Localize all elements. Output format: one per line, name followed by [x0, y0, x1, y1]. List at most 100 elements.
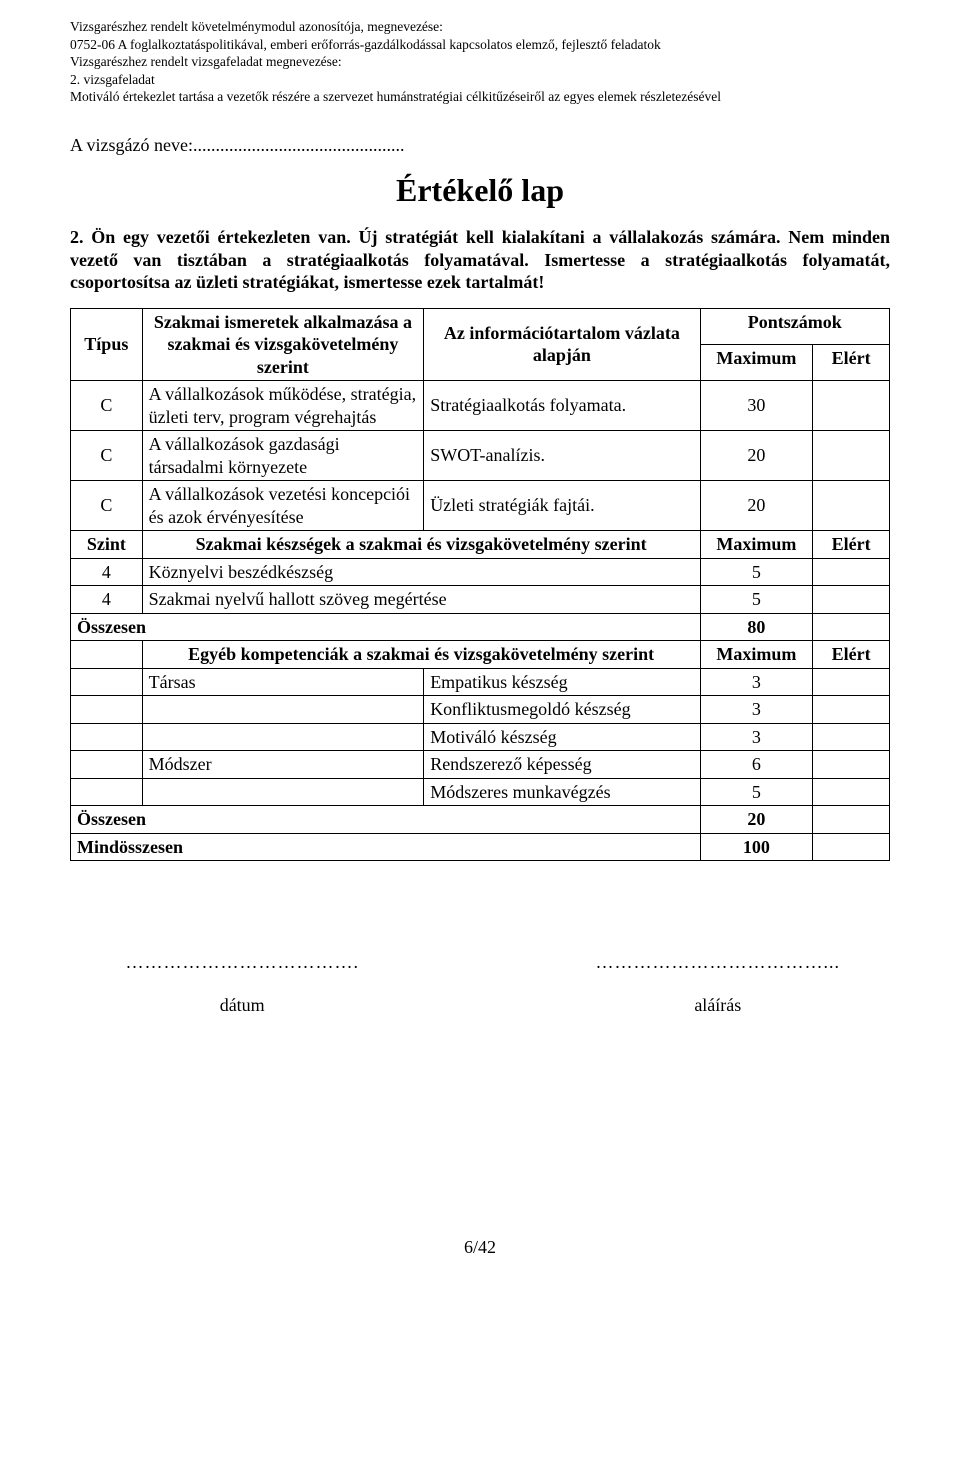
subtotal-label: Összesen: [71, 613, 701, 641]
th-egyeb-elert: Elért: [813, 641, 890, 669]
cell-score: [813, 696, 890, 724]
cell-score: [813, 481, 890, 531]
table-row: Konfliktusmegoldó készség 3: [71, 696, 890, 724]
page-number: 6/42: [70, 1236, 890, 1259]
cell-category: [142, 778, 424, 806]
cell-competence: Empatikus készség: [424, 668, 700, 696]
cell-score: [813, 833, 890, 861]
subtotal-value: 80: [700, 613, 813, 641]
cell-skill: Köznyelvi beszédkészség: [142, 558, 700, 586]
cell-score: [813, 558, 890, 586]
szint-head-row: Szint Szakmai készségek a szakmai és viz…: [71, 531, 890, 559]
cell-score: [813, 751, 890, 779]
task-description: 2. Ön egy vezetői értekezleten van. Új s…: [70, 226, 890, 294]
cell-category: [142, 696, 424, 724]
table-head-row-1: Típus Szakmai ismeretek alkalmazása a sz…: [71, 308, 890, 344]
cell-max: 5: [700, 586, 813, 614]
grandtotal-label: Mindösszesen: [71, 833, 701, 861]
table-row: 4 Köznyelvi beszédkészség 5: [71, 558, 890, 586]
table-row: Társas Empatikus készség 3: [71, 668, 890, 696]
subtotal-value: 20: [700, 806, 813, 834]
candidate-name-line: A vizsgázó neve:........................…: [70, 134, 890, 157]
table-row: C A vállalkozások működése, stratégia, ü…: [71, 381, 890, 431]
signature-row: ………………………………. dátum ………………………………... aláí…: [70, 951, 890, 1016]
cell-type: C: [71, 481, 143, 531]
cell-empty: [71, 778, 143, 806]
date-dots: ……………………………….: [70, 951, 414, 974]
cell-empty: [71, 668, 143, 696]
date-label: dátum: [70, 994, 414, 1017]
header-line-2: 0752-06 A foglalkoztatáspolitikával, emb…: [70, 36, 890, 54]
th-szakmai: Szakmai ismeretek alkalmazása a szakmai …: [142, 308, 424, 381]
th-szint-elert: Elért: [813, 531, 890, 559]
cell-knowledge: A vállalkozások gazdasági társadalmi kör…: [142, 431, 424, 481]
th-pontszamok: Pontszámok: [700, 308, 889, 344]
table-row: Módszer Rendszerező képesség 6: [71, 751, 890, 779]
th-info: Az információtartalom vázlata alapján: [424, 308, 700, 381]
module-header: Vizsgarészhez rendelt követelménymodul a…: [70, 18, 890, 106]
cell-category: Módszer: [142, 751, 424, 779]
date-column: ………………………………. dátum: [70, 951, 414, 1016]
th-maximum: Maximum: [700, 344, 813, 380]
header-line-1: Vizsgarészhez rendelt követelménymodul a…: [70, 18, 890, 36]
cell-szint: 4: [71, 558, 143, 586]
cell-knowledge: A vállalkozások vezetési koncepciói és a…: [142, 481, 424, 531]
th-szint-max: Maximum: [700, 531, 813, 559]
th-egyeb-max: Maximum: [700, 641, 813, 669]
cell-info: Üzleti stratégiák fajtái.: [424, 481, 700, 531]
cell-empty: [71, 696, 143, 724]
cell-max: 20: [700, 431, 813, 481]
cell-score: [813, 381, 890, 431]
cell-competence: Módszeres munkavégzés: [424, 778, 700, 806]
cell-empty: [71, 641, 143, 669]
table-row: Módszeres munkavégzés 5: [71, 778, 890, 806]
cell-type: C: [71, 431, 143, 481]
cell-max: 3: [700, 696, 813, 724]
subtotal-row: Összesen 80: [71, 613, 890, 641]
cell-score: [813, 431, 890, 481]
cell-empty: [71, 751, 143, 779]
cell-category: Társas: [142, 668, 424, 696]
header-line-3: Vizsgarészhez rendelt vizsgafeladat megn…: [70, 53, 890, 71]
signature-column: ………………………………... aláírás: [546, 951, 890, 1016]
cell-max: 5: [700, 778, 813, 806]
cell-score: [813, 723, 890, 751]
cell-score: [813, 586, 890, 614]
cell-max: 3: [700, 668, 813, 696]
cell-max: 6: [700, 751, 813, 779]
cell-info: SWOT-analízis.: [424, 431, 700, 481]
cell-max: 5: [700, 558, 813, 586]
cell-score: [813, 668, 890, 696]
grandtotal-row: Mindösszesen 100: [71, 833, 890, 861]
subtotal-row: Összesen 20: [71, 806, 890, 834]
table-row: Motiváló készség 3: [71, 723, 890, 751]
th-egyeb: Egyéb kompetenciák a szakmai és vizsgakö…: [142, 641, 700, 669]
page-title: Értékelő lap: [70, 170, 890, 210]
egyeb-head-row: Egyéb kompetenciák a szakmai és vizsgakö…: [71, 641, 890, 669]
cell-score: [813, 806, 890, 834]
table-row: C A vállalkozások vezetési koncepciói és…: [71, 481, 890, 531]
th-tipus: Típus: [71, 308, 143, 381]
cell-competence: Motiváló készség: [424, 723, 700, 751]
th-elert: Elért: [813, 344, 890, 380]
cell-szint: 4: [71, 586, 143, 614]
th-szint-skills: Szakmai készségek a szakmai és vizsgaköv…: [142, 531, 700, 559]
cell-competence: Rendszerező képesség: [424, 751, 700, 779]
table-row: C A vállalkozások gazdasági társadalmi k…: [71, 431, 890, 481]
cell-type: C: [71, 381, 143, 431]
cell-max: 30: [700, 381, 813, 431]
signature-dots: ………………………………...: [546, 951, 890, 974]
cell-category: [142, 723, 424, 751]
cell-empty: [71, 723, 143, 751]
header-line-5: Motiváló értekezlet tartása a vezetők ré…: [70, 88, 890, 106]
th-szint: Szint: [71, 531, 143, 559]
cell-skill: Szakmai nyelvű hallott szöveg megértése: [142, 586, 700, 614]
cell-score: [813, 778, 890, 806]
cell-competence: Konfliktusmegoldó készség: [424, 696, 700, 724]
signature-label: aláírás: [546, 994, 890, 1017]
table-row: 4 Szakmai nyelvű hallott szöveg megértés…: [71, 586, 890, 614]
cell-max: 3: [700, 723, 813, 751]
cell-score: [813, 613, 890, 641]
task-text: 2. Ön egy vezetői értekezleten van. Új s…: [70, 227, 890, 292]
header-line-4: 2. vizsgafeladat: [70, 71, 890, 89]
